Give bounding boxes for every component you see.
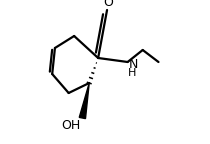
Polygon shape	[79, 83, 89, 119]
Text: N: N	[128, 58, 138, 71]
Text: O: O	[104, 0, 113, 8]
Text: OH: OH	[62, 119, 81, 132]
Text: H: H	[128, 68, 137, 78]
